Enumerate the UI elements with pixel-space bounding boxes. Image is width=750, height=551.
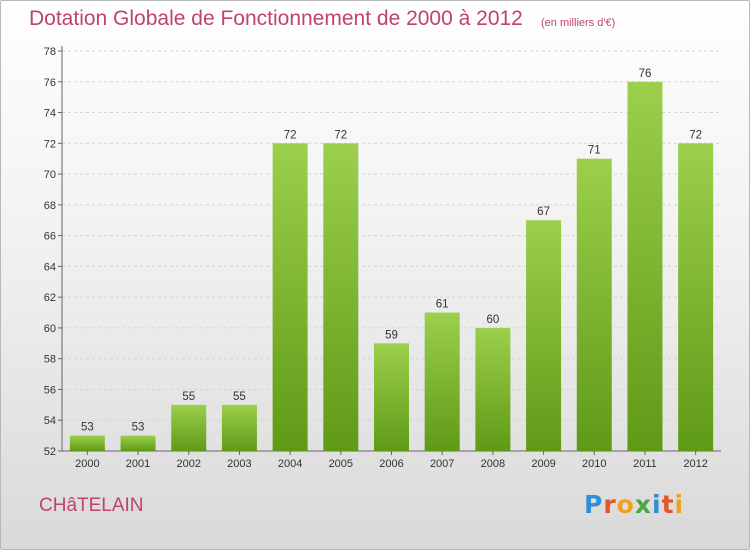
x-tick-label: 2003 bbox=[227, 458, 251, 470]
bar-2011 bbox=[627, 81, 663, 452]
bar-2001 bbox=[120, 435, 156, 451]
bar-value-label: 71 bbox=[588, 145, 601, 157]
logo-letter: P bbox=[584, 490, 604, 519]
x-tick-label: 2012 bbox=[683, 458, 707, 470]
y-tick-label: 58 bbox=[44, 354, 56, 366]
chart-title: Dotation Globale de Fonctionnement de 20… bbox=[29, 7, 523, 30]
x-tick-label: 2005 bbox=[329, 458, 353, 470]
y-tick-label: 74 bbox=[44, 108, 56, 120]
y-tick-label: 60 bbox=[44, 323, 56, 335]
logo-letter: o bbox=[616, 490, 635, 519]
bar-2010 bbox=[576, 158, 612, 451]
bar-value-label: 72 bbox=[334, 129, 347, 141]
commune-name: CHâTELAIN bbox=[39, 495, 144, 516]
logo-letter: t bbox=[661, 490, 675, 519]
logo-letter: i bbox=[674, 490, 685, 519]
proxiti-logo: Proxiti bbox=[584, 490, 684, 519]
x-tick-label: 2008 bbox=[481, 458, 505, 470]
y-tick-label: 54 bbox=[44, 415, 56, 427]
bar-value-label: 72 bbox=[689, 129, 702, 141]
x-tick-label: 2001 bbox=[126, 458, 150, 470]
labels: 53 53 55 55 72 72 59 61 60 67 71 76 72 bbox=[81, 68, 702, 434]
bar-value-label: 59 bbox=[385, 329, 398, 341]
bar-value-label: 67 bbox=[537, 206, 550, 218]
bar-value-label: 61 bbox=[436, 299, 449, 311]
y-tick-label: 72 bbox=[44, 138, 56, 150]
y-tick-label: 62 bbox=[44, 292, 56, 304]
bar-value-label: 60 bbox=[486, 314, 499, 326]
bar-2002 bbox=[171, 404, 207, 451]
y-tick-label: 70 bbox=[44, 169, 56, 181]
logo-letter: i bbox=[652, 490, 662, 519]
x-tick-label: 2010 bbox=[582, 458, 606, 470]
bars bbox=[69, 81, 714, 452]
bar-2003 bbox=[221, 404, 257, 451]
bar-2004 bbox=[272, 143, 308, 452]
bar-value-label: 55 bbox=[233, 391, 246, 403]
bar-2006 bbox=[374, 343, 409, 451]
bar-2009 bbox=[526, 220, 562, 451]
bar-2000 bbox=[69, 435, 105, 451]
y-tick-label: 64 bbox=[44, 261, 56, 273]
bar-value-label: 72 bbox=[284, 129, 297, 141]
logo-letter: r bbox=[603, 490, 617, 519]
logo-letter: x bbox=[634, 490, 652, 519]
chart-unit-note: (en milliers d'€) bbox=[541, 17, 616, 29]
x-tick-label: 2011 bbox=[633, 458, 657, 470]
bar-value-label: 53 bbox=[81, 422, 94, 434]
bar-value-label: 55 bbox=[182, 391, 195, 403]
bar-2007 bbox=[424, 312, 460, 451]
x-tick-label: 2007 bbox=[430, 458, 454, 470]
bar-2005 bbox=[323, 143, 359, 452]
x-tick-label: 2000 bbox=[75, 458, 99, 470]
x-tick-label: 2009 bbox=[531, 458, 555, 470]
x-tick-label: 2006 bbox=[379, 458, 403, 470]
y-tick-label: 78 bbox=[44, 46, 56, 58]
bar-value-label: 76 bbox=[639, 68, 652, 80]
bar-2012 bbox=[678, 143, 714, 452]
x-tick-label: 2004 bbox=[278, 458, 302, 470]
y-tick-label: 68 bbox=[44, 200, 56, 212]
y-tick-label: 56 bbox=[44, 384, 56, 396]
y-tick-label: 52 bbox=[44, 446, 56, 458]
y-tick-label: 66 bbox=[44, 231, 56, 243]
bar-2008 bbox=[475, 327, 511, 451]
bar-value-label: 53 bbox=[132, 422, 145, 434]
x-tick-label: 2002 bbox=[176, 458, 200, 470]
y-tick-label: 76 bbox=[44, 77, 56, 89]
